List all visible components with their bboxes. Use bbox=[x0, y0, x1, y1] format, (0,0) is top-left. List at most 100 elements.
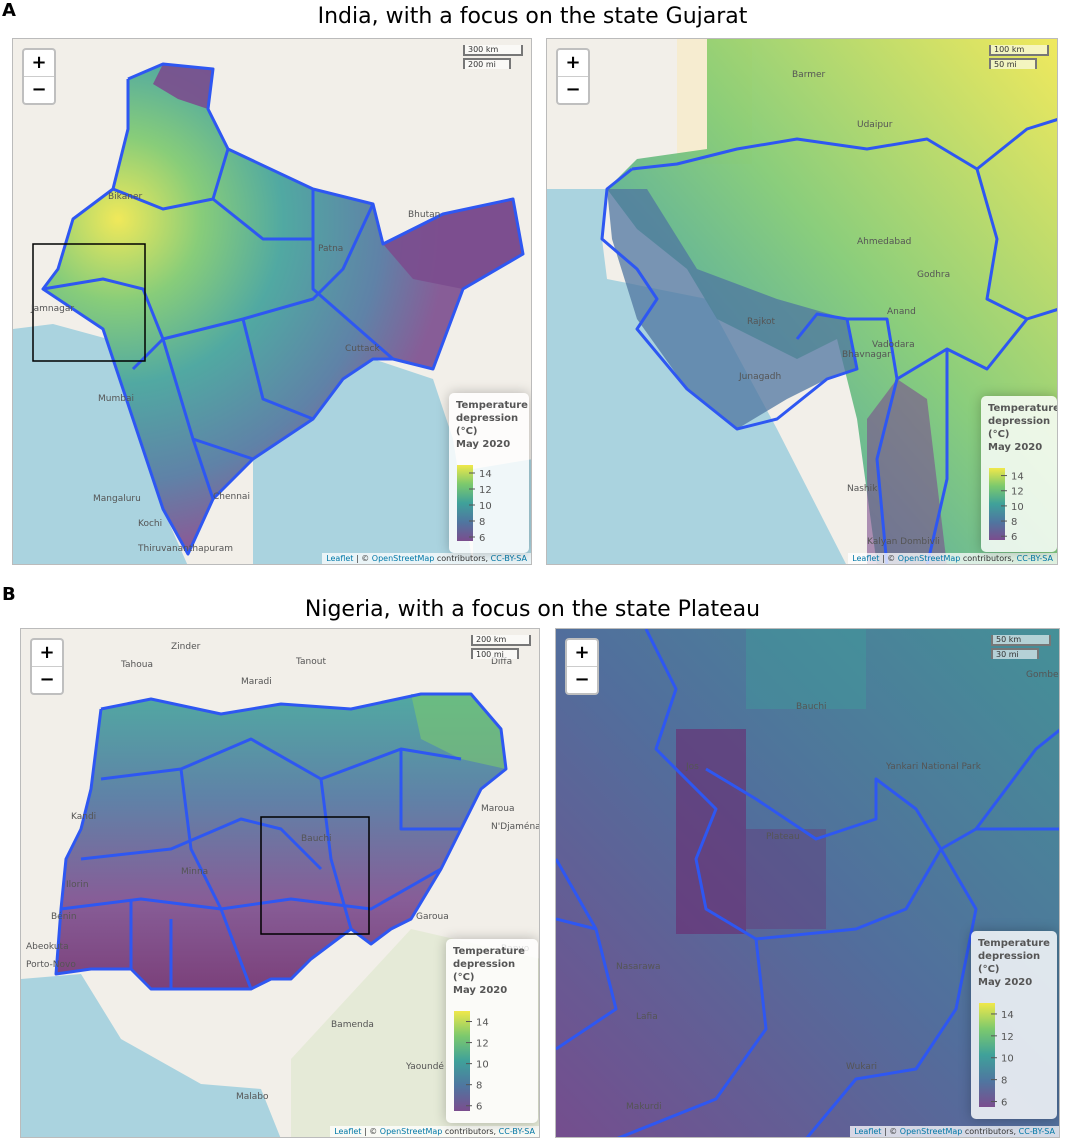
colorbar-ramp bbox=[457, 465, 473, 541]
zoom-button[interactable]: + bbox=[574, 642, 590, 663]
attribution: Leaflet | © OpenStreetMap contributors, … bbox=[322, 553, 531, 564]
place-label: Jos bbox=[685, 762, 699, 772]
scale-label: 50 km bbox=[991, 635, 1051, 646]
place-label: Bénin bbox=[51, 911, 77, 922]
place-label: Malabo bbox=[236, 1092, 269, 1102]
attribution-text: Leaflet bbox=[854, 1127, 882, 1136]
attribution-text: OpenStreetMap bbox=[899, 1127, 963, 1136]
legend-title-line: Temperature bbox=[988, 403, 1058, 414]
place-label: Maroua bbox=[481, 804, 515, 814]
zoom-control: + − bbox=[556, 48, 590, 105]
attribution-text: CC-BY-SA bbox=[1016, 554, 1053, 563]
place-label: Wukari bbox=[846, 1062, 877, 1072]
attribution-text: | © bbox=[883, 1127, 898, 1136]
colorbar-tick-label: 10 bbox=[479, 501, 492, 512]
place-label: Tahoua bbox=[120, 660, 153, 670]
place-label: Yaoundé bbox=[405, 1061, 444, 1072]
zoom-button[interactable]: − bbox=[567, 666, 597, 693]
legend-title-line: May 2020 bbox=[453, 985, 508, 996]
place-label: Godhra bbox=[917, 270, 950, 280]
place-label: Diffa bbox=[491, 657, 512, 667]
attribution-text: Leaflet bbox=[852, 554, 880, 563]
attribution-text: | © bbox=[881, 554, 896, 563]
panel-label: A bbox=[2, 0, 16, 21]
legend-title-line: depression bbox=[978, 951, 1041, 962]
colorbar-tick-label: 12 bbox=[1011, 487, 1024, 498]
attribution-text: contributors, bbox=[964, 1127, 1017, 1136]
attribution: Leaflet | © OpenStreetMap contributors, … bbox=[330, 1126, 539, 1137]
legend-title-line: (°C) bbox=[453, 972, 475, 983]
place-label: Minna bbox=[181, 867, 208, 877]
place-label: Bamenda bbox=[331, 1020, 374, 1030]
attribution-text: Leaflet bbox=[326, 554, 354, 563]
zoom-button[interactable]: − bbox=[24, 76, 54, 103]
map-tiles: Barmer Udaipur Ahmedabad Rajkot Junagadh Vado… bbox=[547, 39, 1057, 564]
scale-label: 50 mi bbox=[989, 58, 1037, 69]
scale-label: 300 km bbox=[463, 45, 523, 56]
scale-bar: 100 km 50 mi bbox=[989, 45, 1049, 71]
colorbar-tick-label: 12 bbox=[479, 485, 492, 496]
attribution: Leaflet | © OpenStreetMap contributors, … bbox=[848, 553, 1057, 564]
scale-bar: 300 km 200 mi bbox=[463, 45, 523, 71]
colorbar-tick-label: 14 bbox=[1011, 472, 1024, 483]
colorbar-tick-label: 14 bbox=[476, 1018, 489, 1029]
attribution-text: | © bbox=[363, 1127, 378, 1136]
attribution-text: contributors, bbox=[436, 554, 489, 563]
place-label: Bikaner bbox=[108, 192, 142, 202]
zoom-button[interactable]: + bbox=[31, 52, 47, 73]
place-label: Maradi bbox=[241, 677, 272, 687]
colorbar-tick-label: 14 bbox=[479, 469, 492, 480]
map: Bikaner Bhutan Patna Mumbai Mangaluru Chennai… bbox=[12, 38, 532, 565]
scale-label: 100 km bbox=[989, 45, 1049, 56]
zoom-button[interactable]: − bbox=[32, 666, 62, 693]
place-label: Bhutan bbox=[408, 210, 440, 220]
panel-title: Nigeria, with a focus on the state Plate… bbox=[304, 597, 761, 622]
legend-title: Temperature depression (°C) May 2020 bbox=[981, 396, 1057, 454]
legend-title-line: Temperature bbox=[456, 400, 528, 411]
place-label: Bauchi bbox=[796, 702, 827, 712]
panel-label: B bbox=[2, 584, 16, 605]
place-label: Plateau bbox=[766, 832, 800, 842]
legend-title-line: Temperature bbox=[978, 938, 1050, 949]
attribution-text: | © bbox=[355, 554, 370, 563]
colorbar-tick-label: 10 bbox=[476, 1060, 489, 1071]
place-label: Nashik bbox=[847, 484, 878, 494]
place-label: Gombe bbox=[1026, 670, 1059, 680]
zoom-button[interactable]: + bbox=[565, 52, 581, 73]
colorbar-tick-label: 14 bbox=[1001, 1010, 1014, 1021]
zoom-control: + − bbox=[565, 638, 599, 695]
colorbar-tick-label: 8 bbox=[479, 517, 485, 528]
map: Barmer Udaipur Ahmedabad Rajkot Junagadh Vado… bbox=[546, 38, 1058, 565]
colorbar: 14 12 10 8 6 bbox=[989, 468, 1024, 543]
legend-title-line: May 2020 bbox=[978, 977, 1033, 988]
colorbar-ramp bbox=[979, 1003, 995, 1107]
legend-title: Temperature depression (°C) May 2020 bbox=[449, 393, 529, 451]
attribution-text: contributors, bbox=[962, 554, 1015, 563]
attribution-text: CC-BY-SA bbox=[1018, 1127, 1055, 1136]
attribution-text: CC-BY-SA bbox=[490, 554, 527, 563]
scale-label: 30 mi bbox=[991, 648, 1039, 659]
place-label: Abeokuta bbox=[26, 942, 69, 952]
zoom-button[interactable]: + bbox=[39, 642, 55, 663]
place-label: Ahmedabad bbox=[857, 237, 911, 247]
colorbar-tick-label: 6 bbox=[476, 1102, 482, 1113]
colorbar-tick-label: 10 bbox=[1011, 502, 1024, 513]
colorbar: 14 12 10 8 6 bbox=[457, 465, 492, 544]
legend-title-line: (°C) bbox=[456, 426, 478, 437]
scale-bar: 200 km 100 mi bbox=[471, 635, 531, 661]
attribution: Leaflet | © OpenStreetMap contributors, … bbox=[850, 1126, 1059, 1137]
legend-title: Temperature depression (°C) May 2020 bbox=[971, 931, 1057, 989]
legend-title-line: (°C) bbox=[978, 964, 1000, 975]
legend-title-line: depression bbox=[988, 416, 1051, 427]
place-label: Bauchi bbox=[301, 834, 332, 844]
legend-title-line: (°C) bbox=[988, 429, 1010, 440]
colorbar: 14 12 10 8 6 bbox=[454, 1011, 489, 1113]
scale-label: 100 mi bbox=[471, 648, 519, 659]
legend-title-line: May 2020 bbox=[456, 439, 511, 450]
place-label: Mangaluru bbox=[93, 494, 141, 504]
zoom-button[interactable]: − bbox=[558, 76, 588, 103]
place-label: Mumbai bbox=[98, 394, 134, 404]
zoom-control: + − bbox=[30, 638, 64, 695]
legend: Temperature depression (°C) May 2020 14 12 10 8… bbox=[971, 931, 1057, 1119]
legend-title-line: Temperature bbox=[453, 946, 525, 957]
